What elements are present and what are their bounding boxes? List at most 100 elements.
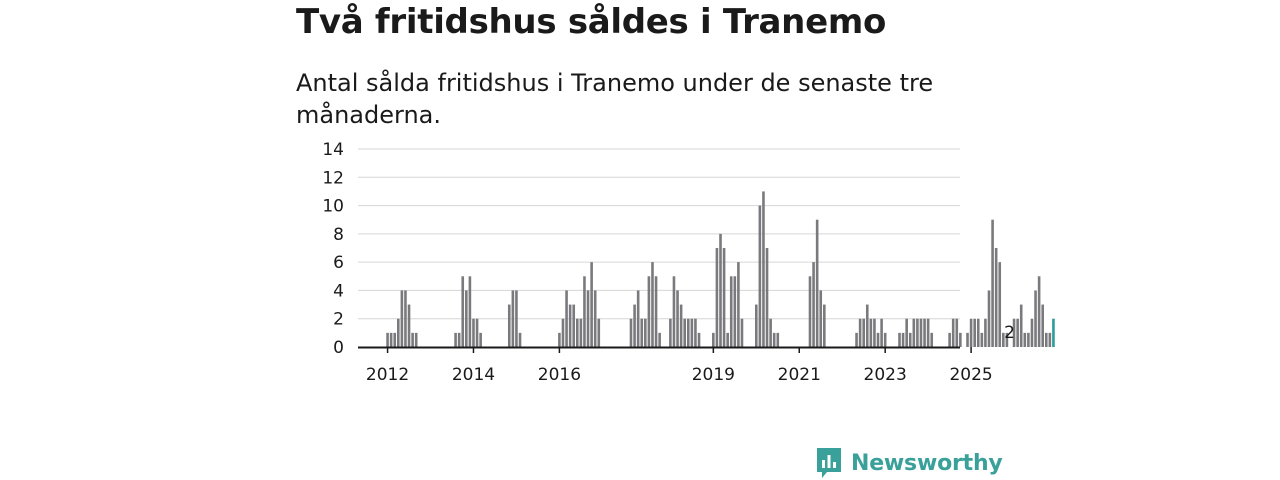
bar	[865, 304, 869, 347]
bar	[762, 191, 765, 347]
bar	[991, 219, 994, 347]
bar	[629, 318, 633, 347]
bar	[404, 290, 407, 347]
bar	[672, 276, 676, 347]
bar	[815, 219, 819, 347]
bar	[683, 318, 686, 347]
brand-name: Newsworthy	[851, 450, 1003, 476]
bar	[461, 276, 465, 347]
bar	[411, 332, 414, 347]
bar	[454, 332, 457, 347]
bar	[755, 304, 758, 347]
x-tick-label: 2012	[366, 365, 409, 385]
bar	[715, 248, 719, 347]
bar	[565, 290, 568, 347]
bar	[1048, 332, 1052, 347]
bar	[579, 318, 583, 347]
y-tick-label: 0	[333, 338, 344, 358]
bar	[973, 318, 976, 347]
bar	[729, 276, 733, 347]
bar	[862, 318, 865, 347]
bar	[758, 205, 762, 347]
bar	[712, 332, 715, 347]
bar	[1041, 304, 1044, 347]
bar	[923, 318, 926, 347]
x-axis-ticks: 2012 2014 2016 2019 2021 2023 2025	[366, 347, 993, 385]
bar	[465, 290, 468, 347]
bar	[980, 332, 984, 347]
bar	[858, 318, 862, 347]
newsworthy-logo: Newsworthy	[815, 446, 1003, 480]
x-tick-label: 2014	[452, 365, 495, 385]
y-tick-label: 2	[333, 310, 344, 330]
bar	[722, 248, 726, 347]
bar-series	[386, 191, 1055, 347]
bar	[976, 318, 980, 347]
y-tick-label: 10	[322, 197, 344, 217]
bar	[1016, 318, 1019, 347]
x-tick-label: 2025	[949, 365, 992, 385]
bar	[572, 304, 576, 347]
bar	[468, 276, 472, 347]
gridlines	[358, 148, 960, 320]
bar	[633, 304, 636, 347]
bar	[912, 318, 916, 347]
bar	[593, 290, 597, 347]
bar	[769, 318, 772, 347]
bar	[1030, 318, 1034, 347]
x-tick-label: 2021	[778, 365, 821, 385]
bar	[819, 290, 823, 347]
bar	[654, 276, 658, 347]
y-tick-label: 8	[333, 225, 344, 245]
bar	[679, 304, 683, 347]
x-tick-label: 2019	[692, 365, 735, 385]
bar-highlight	[1052, 318, 1055, 347]
bar	[869, 318, 873, 347]
bar	[507, 304, 511, 347]
bar	[414, 332, 418, 347]
bar	[998, 262, 1002, 347]
bar	[694, 318, 697, 347]
bar	[475, 318, 479, 347]
bar	[515, 290, 518, 347]
newsworthy-logo-icon	[817, 448, 841, 478]
bar	[457, 332, 461, 347]
bar	[597, 318, 601, 347]
bar	[916, 318, 919, 347]
bar	[647, 276, 651, 347]
bar	[389, 332, 393, 347]
bar	[898, 332, 901, 347]
last-value-label: 2	[1004, 323, 1015, 343]
bar	[669, 318, 672, 347]
bar	[765, 248, 769, 347]
bar	[400, 290, 404, 347]
bar	[880, 318, 883, 347]
bar	[1044, 332, 1048, 347]
bar	[658, 332, 661, 347]
bar	[676, 290, 679, 347]
bar	[636, 290, 640, 347]
bar	[586, 290, 590, 347]
bar	[1037, 276, 1041, 347]
bar	[812, 262, 815, 347]
bar	[905, 318, 908, 347]
bar	[583, 276, 586, 347]
bar	[511, 290, 515, 347]
bar	[776, 332, 780, 347]
bar	[901, 332, 905, 347]
bar	[930, 332, 934, 347]
bar	[737, 262, 740, 347]
bar	[955, 318, 959, 347]
y-tick-label: 6	[333, 253, 344, 273]
bar	[855, 332, 858, 347]
bar	[926, 318, 930, 347]
bar	[808, 276, 812, 347]
bar	[919, 318, 923, 347]
bar	[1012, 318, 1016, 347]
y-axis-ticks: 0 2 4 6 8 10 12 14	[322, 140, 344, 358]
bar	[969, 318, 973, 347]
bar	[640, 318, 644, 347]
x-tick-label: 2016	[538, 365, 581, 385]
chart-subtitle: Antal sålda fritidshus i Tranemo under d…	[296, 69, 934, 129]
